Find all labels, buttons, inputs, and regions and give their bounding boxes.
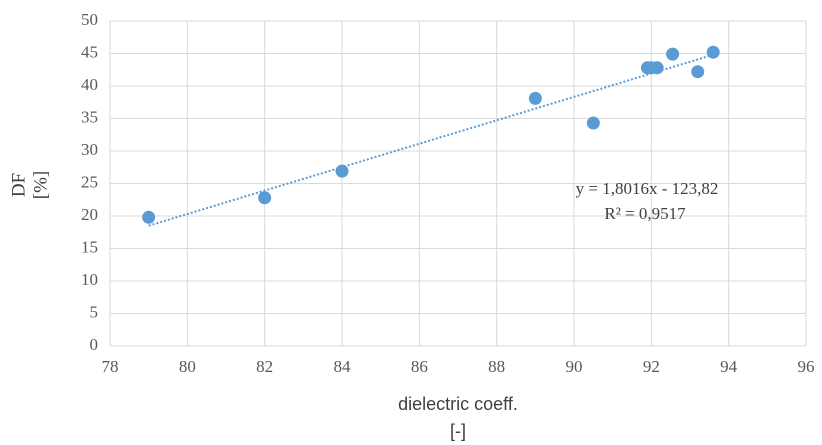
trendline <box>148 53 714 227</box>
scatter-point <box>586 116 600 130</box>
scatter-point <box>142 210 156 224</box>
x-tick-label: 84 <box>334 357 352 376</box>
scatter-point <box>528 91 542 105</box>
x-axis-label: dielectric coeff. <box>398 394 518 414</box>
x-axis-unit: [-] <box>450 421 466 441</box>
y-tick-label: 15 <box>81 237 98 256</box>
y-tick-label: 20 <box>81 205 98 224</box>
y-tick-label: 50 <box>81 10 98 29</box>
y-tick-label: 30 <box>81 140 98 159</box>
x-tick-label: 82 <box>256 357 273 376</box>
trendline-r-squared: R² = 0,9517 <box>604 204 686 223</box>
y-tick-label: 40 <box>81 75 98 94</box>
x-tick-label: 94 <box>720 357 738 376</box>
y-tick-label: 5 <box>90 302 99 321</box>
x-tick-label: 90 <box>566 357 583 376</box>
scatter-point <box>335 164 349 178</box>
x-tick-label: 78 <box>102 357 119 376</box>
x-tick-label: 92 <box>643 357 660 376</box>
scatter-point <box>666 47 680 61</box>
scatter-point <box>258 191 272 205</box>
y-tick-label: 25 <box>81 172 98 191</box>
scatter-point <box>691 65 705 79</box>
x-tick-label: 88 <box>488 357 505 376</box>
trendline-equation: y = 1,8016x - 123,82 <box>576 179 719 198</box>
y-tick-label: 45 <box>81 42 98 61</box>
y-axis-label: DF <box>8 173 29 197</box>
y-tick-label: 10 <box>81 270 98 289</box>
y-axis-label-group: DF [%] <box>8 171 51 199</box>
scatter-point <box>706 45 720 59</box>
y-tick-label: 35 <box>81 107 98 126</box>
y-tick-label: 0 <box>90 335 99 354</box>
scatter-point <box>650 61 664 75</box>
x-tick-label: 96 <box>798 357 815 376</box>
x-tick-label: 80 <box>179 357 196 376</box>
x-tick-label: 86 <box>411 357 428 376</box>
y-axis-unit: [%] <box>30 171 51 199</box>
